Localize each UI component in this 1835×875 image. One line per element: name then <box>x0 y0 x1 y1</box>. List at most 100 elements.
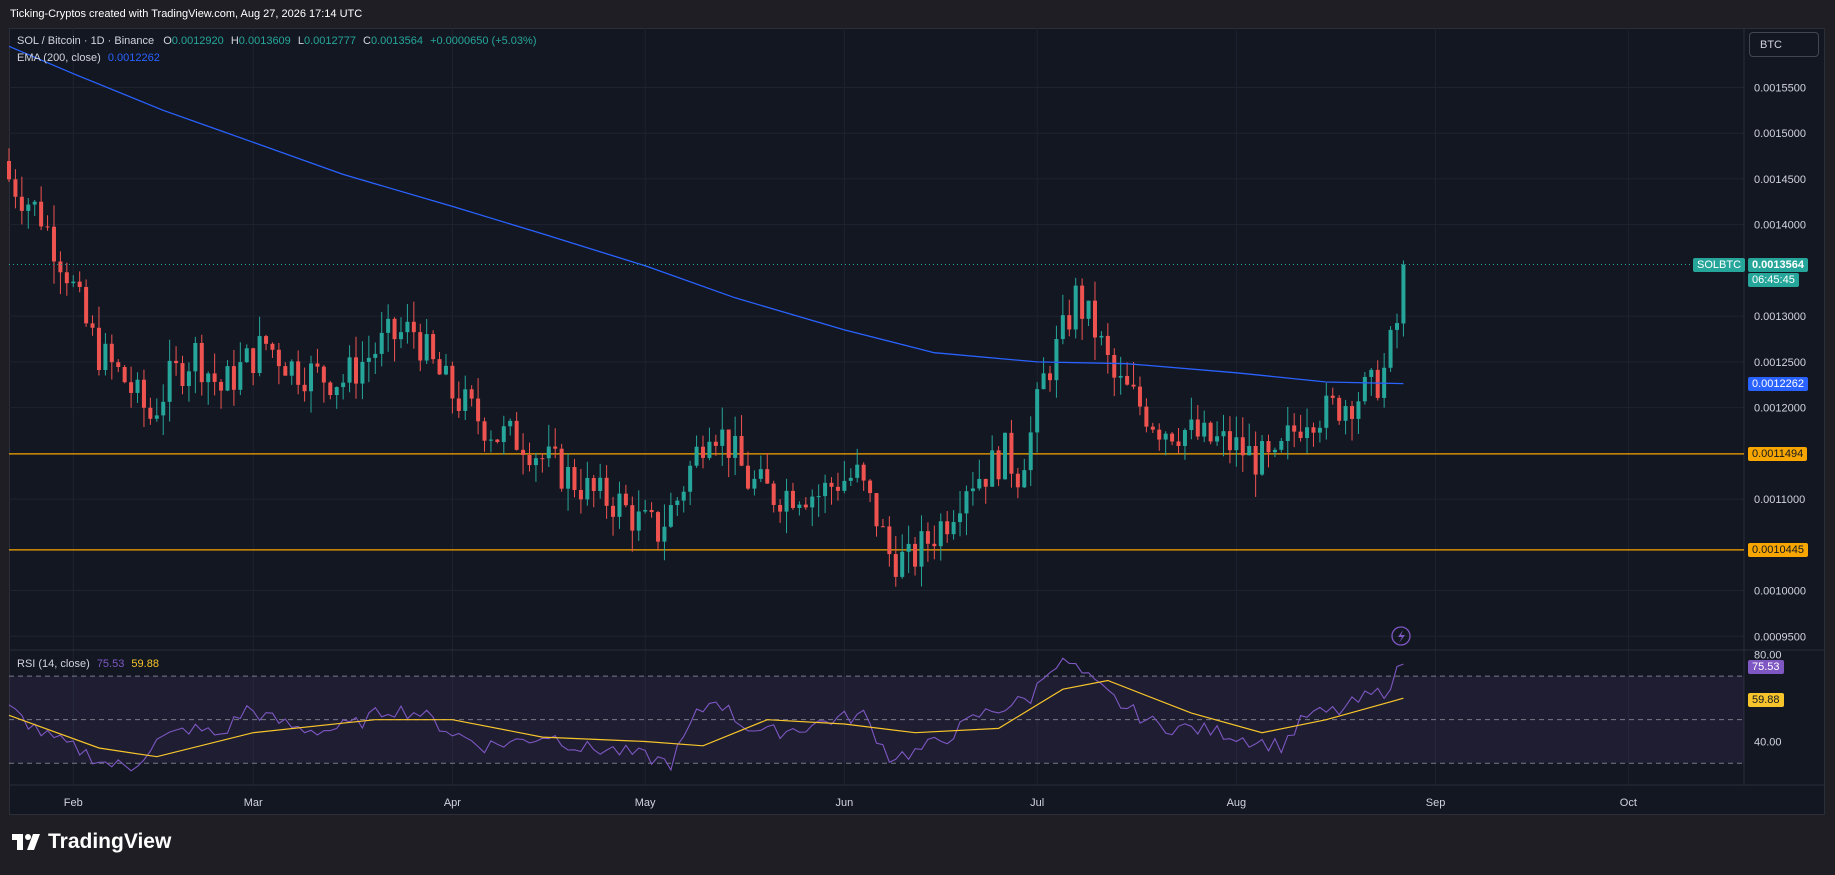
candle-body <box>1234 437 1239 451</box>
candle-body <box>1298 431 1303 438</box>
candle-body <box>559 448 564 489</box>
candle-body <box>1330 395 1335 398</box>
ema-label: EMA (200, close) <box>17 52 101 64</box>
candle-body <box>463 389 468 411</box>
candle-body <box>212 373 217 382</box>
candle-body <box>617 493 622 517</box>
candle-body <box>231 366 236 390</box>
y-tick-label: 0.0015500 <box>1754 82 1806 94</box>
candle-body <box>180 363 185 387</box>
candle-body <box>1202 422 1207 437</box>
candle-body <box>1086 300 1091 319</box>
candle-body <box>1125 375 1130 385</box>
candle-body <box>116 362 121 368</box>
candle-body <box>1311 427 1316 433</box>
candle-body <box>1163 433 1168 440</box>
ema-line <box>8 45 1404 385</box>
candle-body <box>694 446 699 466</box>
candle-body <box>315 363 320 367</box>
candle-body <box>591 477 596 491</box>
candle-body <box>174 360 179 364</box>
candle-body <box>122 367 127 383</box>
candle-body <box>1022 470 1027 488</box>
candle-body <box>373 353 378 358</box>
chart-panel[interactable] <box>9 28 1825 815</box>
candle-body <box>906 543 911 552</box>
candle-body <box>508 420 513 427</box>
candle-body <box>405 321 410 333</box>
candle-body <box>1305 427 1310 438</box>
candle-body <box>1260 441 1265 475</box>
rsi-value: 75.53 <box>96 658 125 670</box>
rsi-tick-label: 80.00 <box>1754 649 1782 661</box>
candle-body <box>96 327 101 371</box>
y-tick-label: 0.0012500 <box>1754 357 1806 369</box>
candle-body <box>880 526 885 528</box>
candle-body <box>688 465 693 492</box>
candle-body <box>77 281 82 287</box>
candle-body <box>1118 375 1123 378</box>
candle-body <box>45 226 50 228</box>
candle-body <box>1035 389 1040 433</box>
candle-body <box>456 398 461 411</box>
x-tick-label: Mar <box>244 797 263 809</box>
candle-body <box>32 201 37 205</box>
candle-body <box>437 359 442 375</box>
candle-body <box>726 429 731 458</box>
candle-body <box>913 543 918 567</box>
candle-body <box>84 286 89 324</box>
candle-body <box>745 465 750 489</box>
candle-body <box>7 161 11 180</box>
candle-body <box>283 366 288 376</box>
candle-body <box>656 512 661 542</box>
candle-body <box>1112 355 1117 378</box>
candle-body <box>1041 373 1046 390</box>
candle-body <box>450 365 455 399</box>
currency-button[interactable]: BTC <box>1749 32 1819 57</box>
rsi-line <box>8 657 1404 772</box>
x-tick-label: Oct <box>1620 797 1637 809</box>
candle-body <box>797 504 802 508</box>
y-tick-label: 0.0010000 <box>1754 586 1806 598</box>
candle-body <box>64 272 69 284</box>
grid <box>9 28 1825 786</box>
ema-value: 0.0012262 <box>107 52 160 64</box>
candle-body <box>945 521 950 535</box>
candle-body <box>1054 339 1059 381</box>
rsi-ma-tag: 59.88 <box>1748 693 1784 707</box>
candle-body <box>1388 329 1393 368</box>
candle-body <box>501 426 506 443</box>
candle-body <box>1215 436 1220 442</box>
candle-body <box>701 446 705 458</box>
candle-body <box>341 382 346 388</box>
candle-body <box>161 401 166 416</box>
price-tag: 0.0013564 <box>1748 258 1808 272</box>
candle-body <box>309 363 314 392</box>
ohlc-legend: SOL / Bitcoin · 1D · Binance O0.0012920 … <box>17 35 536 47</box>
rsi-tick-label: 40.00 <box>1754 736 1782 748</box>
x-axis: Feb Mar Apr May Jun Jul Aug Sep Oct <box>64 797 1637 809</box>
candle-body <box>527 454 532 466</box>
candle-body <box>636 511 641 531</box>
candle-body <box>816 496 821 498</box>
candle-body <box>1208 422 1213 442</box>
close-label: C <box>363 35 371 47</box>
open-label: O <box>163 35 172 47</box>
candle-body <box>424 334 429 361</box>
candle-body <box>707 441 712 458</box>
tradingview-logo[interactable]: TradingView <box>12 830 171 854</box>
candle-body <box>771 483 776 505</box>
x-tick-label: Sep <box>1426 797 1446 809</box>
candle-body <box>649 510 654 513</box>
candle-body <box>1092 300 1097 338</box>
candle-body <box>1150 426 1155 430</box>
candle-body <box>874 493 879 527</box>
lightning-icon[interactable] <box>1391 626 1411 646</box>
tradingview-logo-icon <box>12 834 40 850</box>
symbol-label: SOL / Bitcoin · 1D · Binance <box>17 35 155 47</box>
ema-legend: EMA (200, close) 0.0012262 <box>17 52 160 64</box>
candle-body <box>1401 264 1406 324</box>
candle-body <box>129 382 134 393</box>
candle-body <box>154 415 159 419</box>
